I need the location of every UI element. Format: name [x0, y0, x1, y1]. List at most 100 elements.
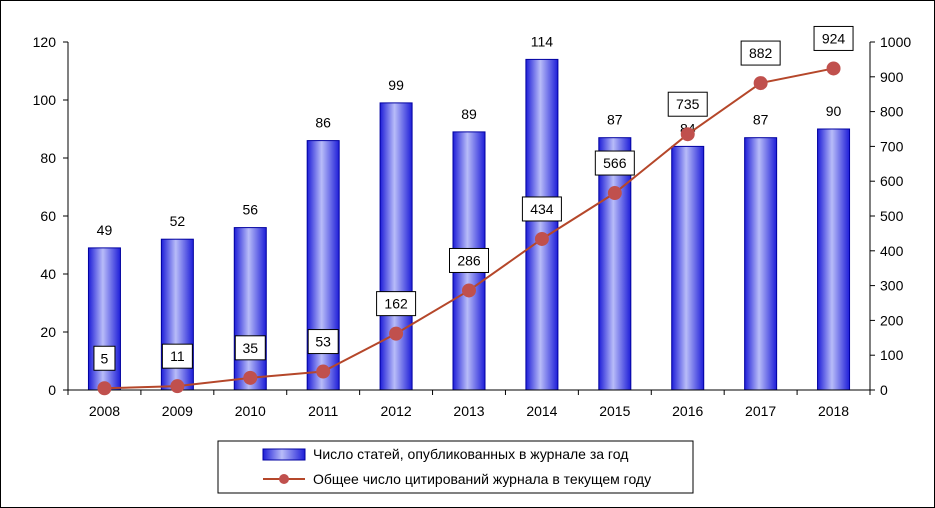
line-value-label-text: 5	[101, 350, 109, 366]
x-tick-label: 2010	[235, 403, 266, 419]
line-marker	[753, 76, 768, 91]
line-value-label: 735	[667, 91, 708, 117]
line-value-label: 286	[449, 247, 489, 273]
line-value-label: 434	[521, 196, 562, 222]
line-value-label-box	[307, 329, 339, 355]
line-marker	[316, 364, 331, 379]
line-value-label-box	[740, 40, 781, 66]
line-marker	[826, 61, 841, 76]
right-y-tick-label: 100	[880, 347, 904, 363]
line-value-label-box	[667, 91, 708, 117]
bar	[744, 137, 778, 391]
bar-value-label: 49	[97, 222, 113, 238]
line-value-label: 53	[307, 329, 339, 355]
line-value-label-box	[594, 150, 635, 176]
line-series	[97, 61, 841, 396]
x-tick-label: 2013	[453, 403, 484, 419]
right-y-tick-label: 200	[880, 312, 904, 328]
line-value-label-text: 286	[457, 252, 481, 268]
line-value-label-text: 434	[530, 201, 554, 217]
line-marker	[170, 379, 185, 394]
bar-data-labels: 49525686998911487848790	[97, 33, 842, 238]
left-y-tick-label: 100	[33, 92, 57, 108]
x-tick-label: 2009	[162, 403, 193, 419]
bar	[379, 102, 413, 391]
line-value-label: 924	[813, 25, 854, 51]
legend: Число статей, опубликованных в журнале з…	[217, 440, 694, 494]
line-marker	[607, 186, 622, 201]
line-marker	[389, 326, 404, 341]
line-value-label-box	[449, 247, 489, 273]
bar-value-label: 89	[461, 106, 477, 122]
line-marker	[97, 381, 112, 396]
line-marker	[462, 283, 476, 298]
line-value-label-text: 924	[822, 30, 846, 46]
legend-line-label: Общее число цитирований журнала в текуще…	[313, 471, 651, 487]
bar-value-label: 87	[607, 112, 623, 128]
legend-bar-swatch	[262, 448, 306, 461]
line-value-label-box	[93, 345, 116, 371]
x-tick-label: 2016	[672, 403, 703, 419]
bar-value-label: 86	[315, 115, 331, 131]
line-marker	[680, 127, 695, 142]
right-y-tick-label: 500	[880, 208, 904, 224]
right-y-tick-label: 600	[880, 173, 904, 189]
line-value-label-text: 53	[315, 334, 331, 350]
bar	[525, 58, 559, 391]
right-y-tick-label: 0	[880, 382, 888, 398]
line-value-label-box	[161, 343, 193, 369]
line-value-label: 11	[161, 343, 193, 369]
right-y-tick-label: 1000	[880, 34, 911, 50]
bar-value-label: 99	[388, 77, 404, 93]
line-value-label-box	[234, 335, 266, 361]
left-y-ticks: 0 20 40 60 80 100 120	[33, 34, 68, 398]
left-y-tick-label: 60	[40, 208, 56, 224]
bar	[671, 145, 705, 391]
line-value-label-box	[521, 196, 562, 222]
x-tick-label: 2012	[381, 403, 412, 419]
line-value-label-box	[813, 25, 854, 51]
line-value-label-text: 35	[242, 340, 258, 356]
bar-value-label: 87	[753, 112, 769, 128]
legend-bar-label: Число статей, опубликованных в журнале з…	[313, 446, 628, 462]
line-marker	[534, 231, 549, 246]
line-value-label-text: 566	[603, 155, 627, 171]
x-tick-label: 2017	[745, 403, 776, 419]
line-value-label-text: 735	[676, 96, 700, 112]
bar	[598, 137, 632, 391]
line-value-label: 566	[594, 150, 635, 176]
line-value-label-text: 882	[749, 45, 773, 61]
bar-value-label: 90	[826, 103, 842, 119]
left-y-tick-label: 80	[40, 150, 56, 166]
x-tick-label: 2014	[526, 403, 557, 419]
x-tick-label: 2015	[599, 403, 630, 419]
right-y-tick-label: 900	[880, 69, 904, 85]
line-value-label: 162	[376, 291, 417, 317]
x-tick-label: 2018	[818, 403, 849, 419]
x-ticks: 2008 2009 2010 2011 2012 2013 2014 2015 2016 2017…	[67, 390, 871, 419]
right-y-tick-label: 700	[880, 138, 904, 154]
left-y-tick-label: 40	[40, 266, 56, 282]
right-y-tick-label: 800	[880, 104, 904, 120]
right-y-tick-label: 400	[880, 243, 904, 259]
left-y-tick-label: 120	[33, 34, 57, 50]
x-tick-label: 2008	[89, 403, 120, 419]
x-tick-label: 2011	[308, 403, 338, 419]
right-y-tick-label: 300	[880, 278, 904, 294]
bar	[233, 227, 267, 391]
right-y-ticks: 0 100 200 300 400 500 600 700 800 900 1000	[870, 34, 911, 398]
line-value-label-text: 11	[170, 348, 185, 364]
line-value-label: 35	[234, 335, 266, 361]
bar-value-label: 114	[531, 33, 554, 49]
line-value-label-text: 162	[384, 296, 408, 312]
left-y-tick-label: 0	[48, 382, 56, 398]
bar-value-label: 52	[170, 213, 186, 229]
left-y-tick-label: 20	[40, 324, 56, 340]
line-value-label-box	[376, 291, 417, 317]
bar	[817, 128, 851, 391]
line-data-labels: 5 11 35 53 162 286 434 566 735 882 924	[93, 25, 854, 371]
legend-line-marker	[279, 474, 289, 484]
bar-value-label: 56	[242, 202, 258, 218]
